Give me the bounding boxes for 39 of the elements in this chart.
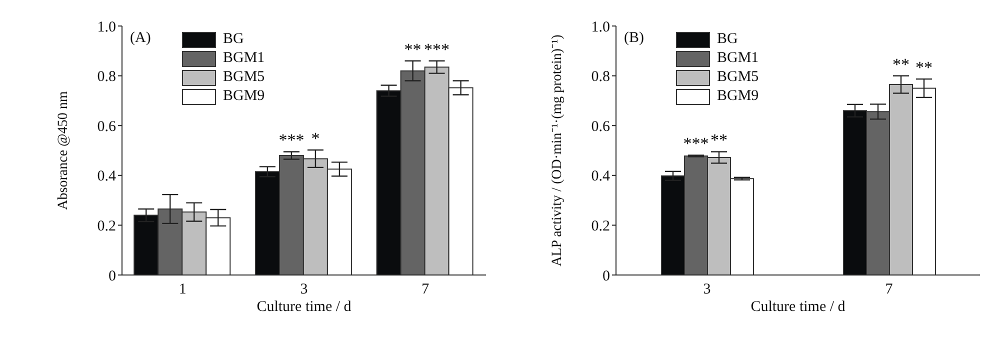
data-label: *** [424, 40, 450, 59]
data-label: ** [892, 54, 910, 74]
legend-label: BGM9 [717, 87, 759, 106]
x-axis-title: Culture time / d [256, 299, 352, 315]
y-axis-title: ALP activity / (OD·min⁻¹·(mg protein)⁻¹) [550, 34, 565, 266]
y-tick-label: 1.0 [97, 19, 116, 36]
x-tick-label: 3 [703, 282, 711, 298]
x-tick-label: 7 [885, 282, 894, 298]
data-label: ** [404, 40, 422, 59]
y-tick-label: 0.8 [97, 69, 116, 86]
legend-label: BGM1 [223, 49, 265, 68]
data-label: * [311, 129, 320, 148]
data-label: ** [710, 130, 728, 150]
chart-title: (A) [130, 30, 151, 47]
legend-label: BGM1 [717, 49, 759, 68]
x-axis-title: Culture time / d [750, 299, 846, 315]
data-label: *** [683, 134, 709, 154]
y-tick-label: 0.8 [591, 69, 610, 86]
chart-title: (B) [624, 30, 644, 47]
y-tick-label: 0 [108, 268, 116, 284]
legend-label: BG [223, 30, 244, 49]
legend-label: BGM5 [223, 68, 265, 87]
y-tick-label: 0.2 [97, 218, 116, 235]
data-label: ** [916, 58, 932, 78]
x-tick-label: 3 [300, 282, 308, 298]
x-tick-label: 1 [178, 282, 186, 298]
y-tick-label: 0.2 [591, 218, 610, 235]
x-tick-label: 7 [422, 282, 430, 298]
y-tick-label: 0.6 [97, 118, 116, 135]
y-tick-label: 0.4 [591, 168, 610, 185]
legend-label: BGM5 [717, 68, 759, 87]
legend-label: BG [717, 30, 738, 49]
y-tick-label: 0.4 [97, 168, 116, 185]
y-tick-label: 0.6 [591, 118, 610, 135]
data-label: *** [278, 130, 304, 150]
y-tick-label: 1.0 [591, 19, 610, 36]
y-tick-label: 0 [602, 268, 610, 284]
legend-label: BGM9 [223, 87, 265, 106]
y-axis-title: Absorance @450 nm [56, 91, 71, 210]
